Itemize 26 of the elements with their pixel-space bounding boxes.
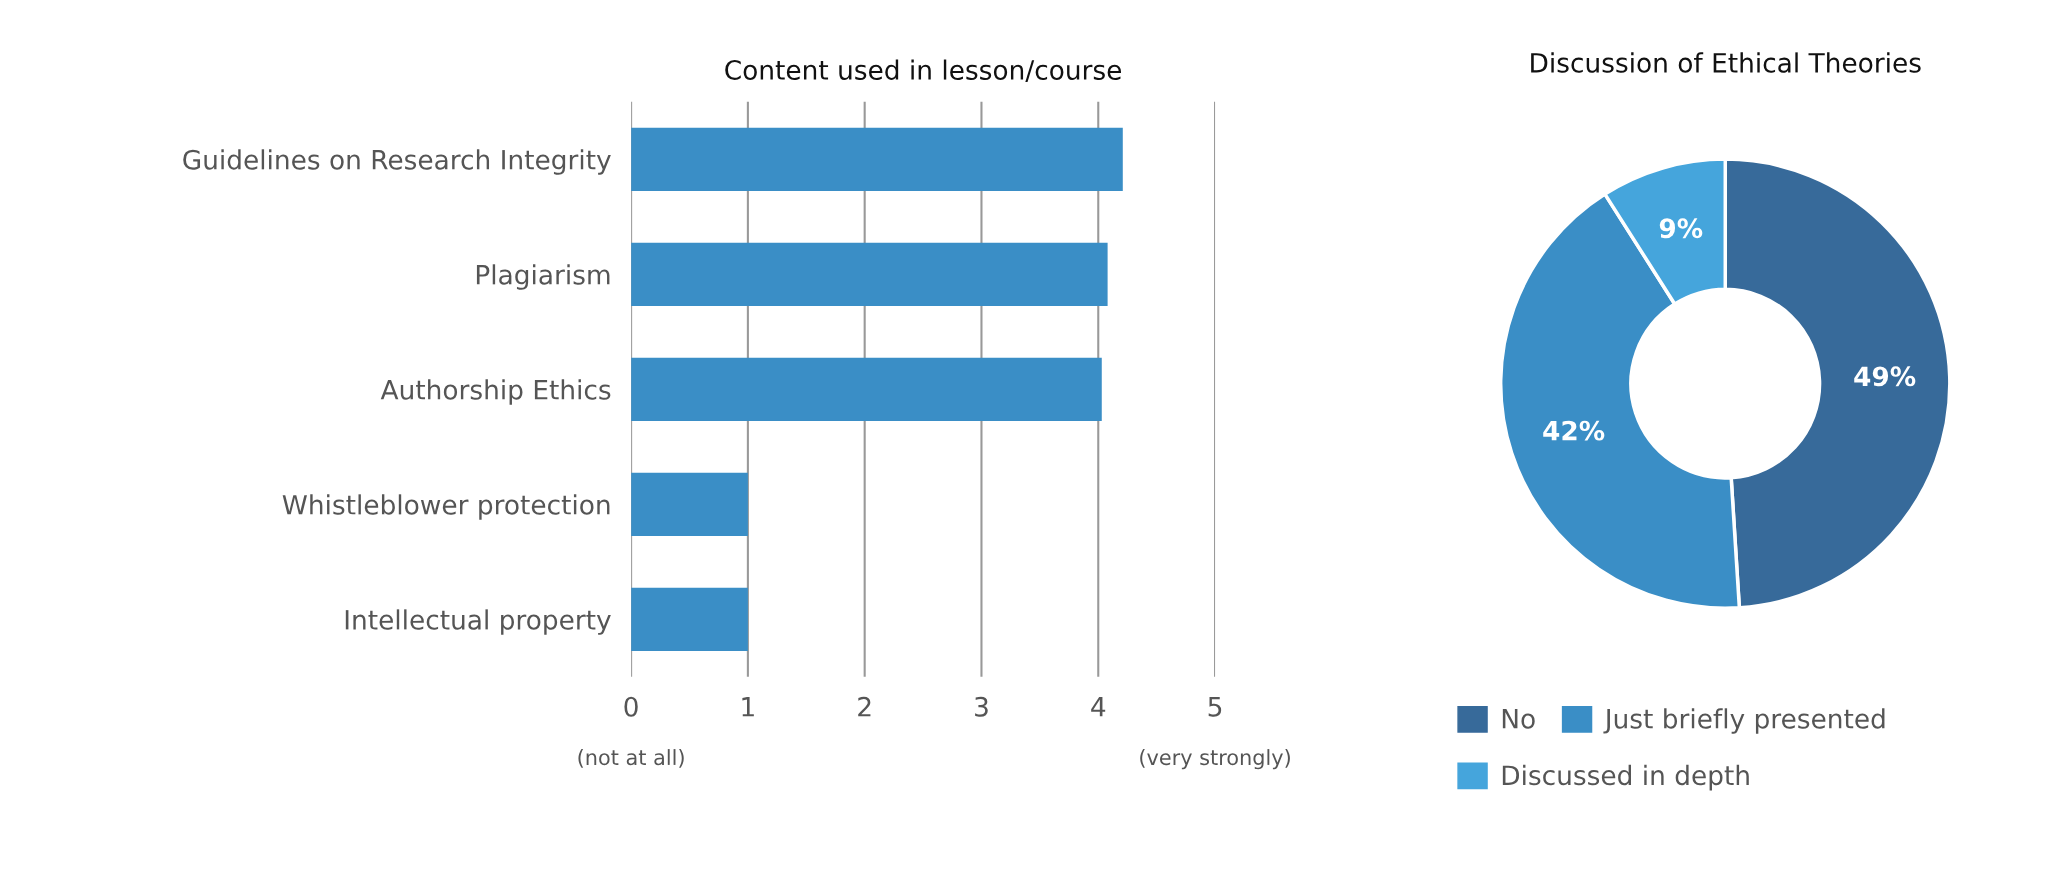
legend-label: No <box>1502 709 1535 729</box>
y-tick-label: Guidelines on Research Integrity <box>183 149 611 175</box>
y-tick-label: Authorship Ethics <box>380 379 611 405</box>
legend-label: Just briefly presented <box>1603 708 1885 734</box>
y-tick-label: Plagiarism <box>476 264 610 290</box>
x-tick-label: 1 <box>742 697 754 717</box>
data-label: 42% <box>1543 420 1605 441</box>
data-label: 9% <box>1659 218 1703 239</box>
data-label: 49% <box>1854 366 1916 387</box>
x-tick-label: 3 <box>975 696 988 717</box>
x-tick-label: 5 <box>1208 697 1222 717</box>
bar <box>631 357 1102 421</box>
chart-title: Discussion of Ethical Theories <box>1531 52 1921 73</box>
bar <box>631 127 1123 191</box>
bar <box>631 587 748 651</box>
bar <box>631 242 1108 306</box>
chart-title: Content used in lesson/course <box>725 59 1122 83</box>
text: (not at all) <box>578 749 684 768</box>
x-tick-label: 2 <box>858 696 871 717</box>
y-tick-label: Whistleblower protection <box>282 494 610 520</box>
x-tick-label: 0 <box>624 696 638 717</box>
legend-label: Discussed in depth <box>1502 764 1749 791</box>
text: (very strongly) <box>1140 749 1290 770</box>
x-tick-label: 4 <box>1091 697 1106 717</box>
bar <box>631 472 748 536</box>
y-tick-label: Intellectual property <box>345 609 611 635</box>
